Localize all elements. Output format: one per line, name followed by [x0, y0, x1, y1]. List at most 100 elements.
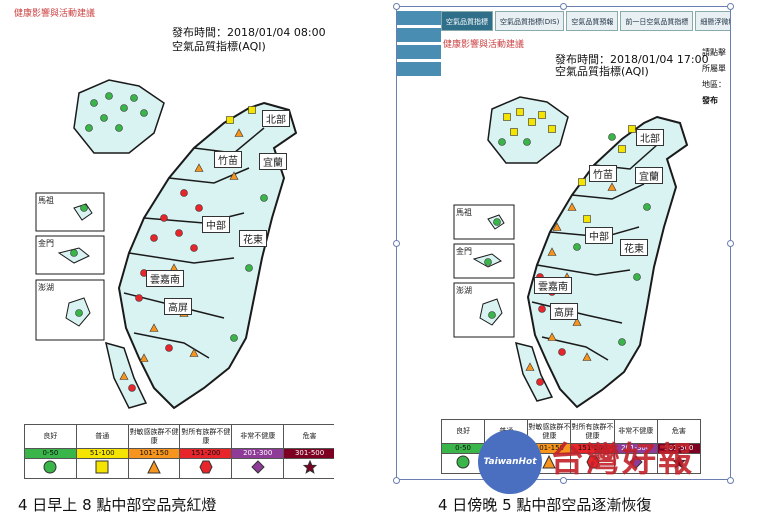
legend-star-icon — [283, 458, 334, 479]
legend-circle-icon — [24, 458, 77, 479]
hexagon-station-marker — [175, 229, 183, 237]
resize-handle[interactable] — [727, 3, 734, 10]
right-side-info: 請點擊 所屬單 地區： 發布 — [702, 47, 730, 111]
resize-handle[interactable] — [393, 477, 400, 484]
resize-handle[interactable] — [393, 240, 400, 247]
resize-handle[interactable] — [560, 477, 567, 484]
left-publish-time: 發布時間：2018/01/04 08:00 — [172, 26, 326, 39]
circle-station-marker — [90, 99, 98, 107]
circle-station-marker — [573, 243, 581, 251]
sidenav-item[interactable] — [397, 28, 441, 42]
right-region-gaoping: 高屏 — [550, 303, 578, 320]
legend-label-moderate: 普通 — [75, 424, 129, 449]
square-station-marker — [516, 108, 524, 116]
resize-handle[interactable] — [727, 240, 734, 247]
left-taiwan-map: 北部 竹苗 宜蘭 中部 花東 雲嘉南 高屏 馬祖 金門 澎湖 — [34, 58, 314, 420]
right-tabbar: 空氣品質指標 空氣品質指標(DIS) 空氣品質預報 前一日空氣品質指標 細懸浮微… — [441, 11, 730, 33]
tab-aqi-dis[interactable]: 空氣品質指標(DIS) — [495, 11, 565, 31]
circle-station-marker — [498, 138, 506, 146]
triangle-station-marker — [189, 348, 199, 357]
circle-station-marker — [618, 338, 626, 346]
left-region-north: 北部 — [262, 110, 290, 127]
triangle-station-marker — [229, 171, 239, 180]
legend-hexagon-icon — [570, 453, 615, 474]
circle-station-marker — [245, 264, 253, 272]
taiwanhot-brand: 台灣好報 — [550, 440, 694, 480]
tab-aqi[interactable]: 空氣品質指標 — [441, 11, 493, 31]
legend-star-icon — [656, 453, 702, 474]
hexagon-station-marker — [150, 234, 158, 242]
left-region-yilan: 宜蘭 — [259, 153, 287, 170]
circle-station-marker — [130, 94, 138, 102]
hexagon-station-marker — [165, 344, 173, 352]
square-station-marker — [618, 145, 626, 153]
left-region-matsu: 馬祖 — [38, 196, 54, 205]
legend-range-moderate: 51-100 — [75, 448, 129, 459]
left-region-central: 中部 — [202, 216, 230, 233]
right-sidenav — [397, 11, 441, 79]
right-region-yilan: 宜蘭 — [635, 167, 663, 184]
square-station-marker — [578, 178, 586, 186]
side-label: 所屬單 — [702, 64, 726, 73]
triangle-station-marker — [119, 371, 129, 380]
sidenav-item[interactable] — [397, 11, 441, 25]
left-region-yunjianan: 雲嘉南 — [146, 270, 184, 287]
legend-range-hazardous: 301-500 — [283, 448, 334, 459]
legend-hexagon-icon — [179, 458, 233, 479]
triangle-station-marker — [582, 352, 592, 361]
left-header: 健康影響與活動建議 — [14, 9, 96, 19]
hexagon-station-marker — [538, 305, 546, 313]
right-region-kinmen: 金門 — [456, 247, 472, 256]
tab-pm25[interactable]: 細懸浮微粒 — [695, 11, 730, 31]
sidenav-item[interactable] — [397, 62, 441, 76]
sidenav-item[interactable] — [397, 45, 441, 59]
circle-station-marker — [75, 309, 83, 317]
square-station-marker — [510, 128, 518, 136]
circle-station-marker — [488, 311, 496, 319]
left-caption: 4 日早上 8 點中部空品亮紅燈 — [18, 496, 217, 514]
right-aqi-label: 空氣品質指標(AQI) — [555, 65, 649, 78]
resize-handle[interactable] — [727, 477, 734, 484]
triangle-station-marker — [547, 332, 557, 341]
circle-station-marker — [523, 138, 531, 146]
right-region-penghu: 澎湖 — [456, 286, 472, 295]
right-region-central: 中部 — [585, 227, 613, 244]
square-station-marker — [528, 118, 536, 126]
left-region-kinmen: 金門 — [38, 239, 54, 248]
right-publish-time: 發布時間：2018/01/04 17:00 — [555, 53, 709, 66]
right-region-north: 北部 — [636, 129, 664, 146]
right-header: 健康影響與活動建議 — [443, 40, 525, 50]
legend-label-very-unhealthy: 非常不健康 — [231, 424, 285, 449]
legend-range-good: 0-50 — [24, 448, 77, 459]
triangle-station-marker — [552, 222, 562, 231]
circle-station-marker — [70, 249, 78, 257]
tab-previous-day[interactable]: 前一日空氣品質指標 — [620, 11, 694, 31]
left-aqi-label: 空氣品質指標(AQI) — [172, 40, 266, 53]
resize-handle[interactable] — [393, 3, 400, 10]
side-label: 地區： — [702, 80, 726, 89]
hexagon-station-marker — [190, 244, 198, 252]
square-station-marker — [503, 113, 511, 121]
left-aqi-legend: 良好 普通 對敏感族群不健康 對所有族群不健康 非常不健康 危害 0-50 51… — [24, 424, 334, 479]
side-label: 發布 — [702, 96, 718, 105]
legend-label-sensitive: 對敏感族群不健康 — [527, 419, 572, 444]
triangle-station-marker — [525, 362, 535, 371]
square-station-marker — [548, 125, 556, 133]
legend-square-icon — [75, 458, 129, 479]
left-region-zhumiao: 竹苗 — [214, 151, 242, 168]
hexagon-station-marker — [180, 189, 188, 197]
right-caption: 4 日傍晚 5 點中部空品逐漸恢復 — [438, 496, 652, 514]
legend-label-good: 良好 — [24, 424, 77, 449]
legend-label-sensitive: 對敏感族群不健康 — [127, 424, 181, 449]
hexagon-station-marker — [558, 348, 566, 356]
circle-station-marker — [633, 273, 641, 281]
legend-label-unhealthy: 對所有族群不健康 — [179, 424, 233, 449]
square-station-marker — [583, 215, 591, 223]
tab-forecast[interactable]: 空氣品質預報 — [566, 11, 619, 31]
legend-range-very-unhealthy: 201-300 — [231, 448, 285, 459]
triangle-station-marker — [234, 128, 244, 137]
legend-label-good: 良好 — [440, 419, 486, 444]
resize-handle[interactable] — [560, 3, 567, 10]
side-label: 請點擊 — [702, 48, 726, 57]
legend-range-sensitive: 101-150 — [127, 448, 181, 459]
